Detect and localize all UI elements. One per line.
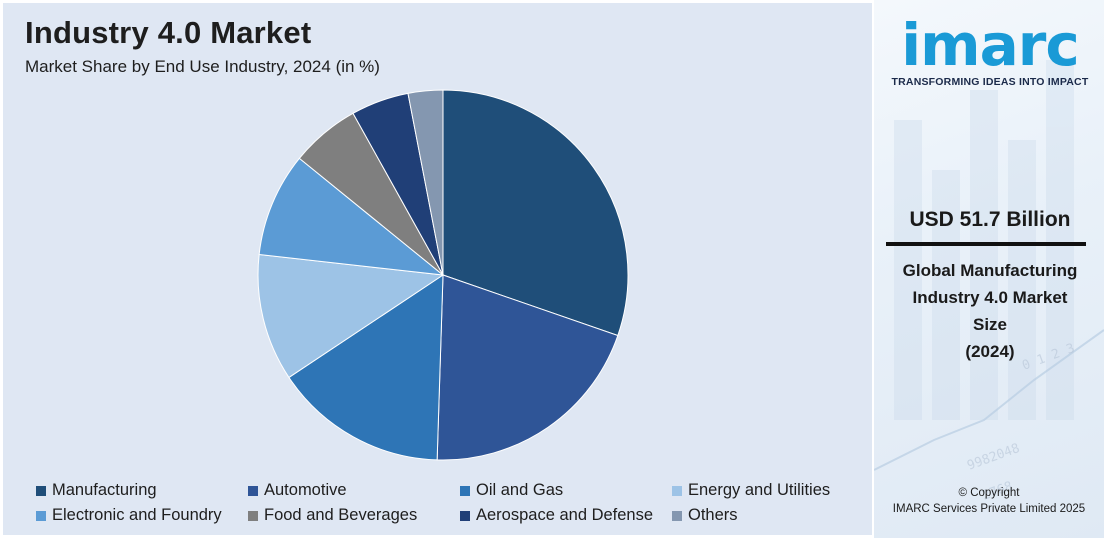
copyright-line: IMARC Services Private Limited 2025	[892, 503, 1086, 515]
side-panel: 0 1 2 3 9982048 2768 imarc TRANSFORMING …	[874, 0, 1104, 538]
pie-slice-electronic-and-foundry	[258, 157, 445, 276]
imarc-logo: imarc TRANSFORMING IDEAS INTO IMPACT	[884, 14, 1096, 88]
logo-wordmark: imarc	[901, 11, 1079, 79]
market-desc-line: Industry 4.0 Market	[912, 288, 1068, 307]
logo-tagline: TRANSFORMING IDEAS INTO IMPACT	[891, 76, 1089, 88]
pie-chart	[257, 89, 629, 461]
copyright: © Copyright IMARC Services Private Limit…	[874, 485, 1104, 517]
market-desc-line: Global Manufacturing	[902, 261, 1078, 280]
divider	[886, 242, 1086, 246]
chart-subtitle: Market Share by End Use Industry, 2024 (…	[25, 57, 380, 76]
chart-title: Industry 4.0 Market	[25, 15, 312, 50]
chart-panel: Industry 4.0 Market Market Share by End …	[3, 3, 872, 535]
svg-text:9982048: 9982048	[965, 441, 1022, 474]
pie-slice-manufacturing	[442, 89, 629, 337]
background-chart-decoration: 0 1 2 3 9982048 2768	[874, 60, 1104, 504]
copyright-line: © Copyright	[958, 487, 1020, 499]
market-desc-line: Size	[972, 315, 1008, 334]
market-description: Global Manufacturing Industry 4.0 Market…	[884, 257, 1096, 365]
pie-slice-energy-and-utilities	[257, 253, 445, 379]
market-value: USD 51.7 Billion	[909, 208, 1071, 231]
pie-slice-others	[407, 89, 444, 276]
pie-slice-automotive	[436, 274, 619, 461]
pie-slice-oil-and-gas	[288, 274, 444, 461]
market-desc-line: (2024)	[965, 342, 1015, 361]
